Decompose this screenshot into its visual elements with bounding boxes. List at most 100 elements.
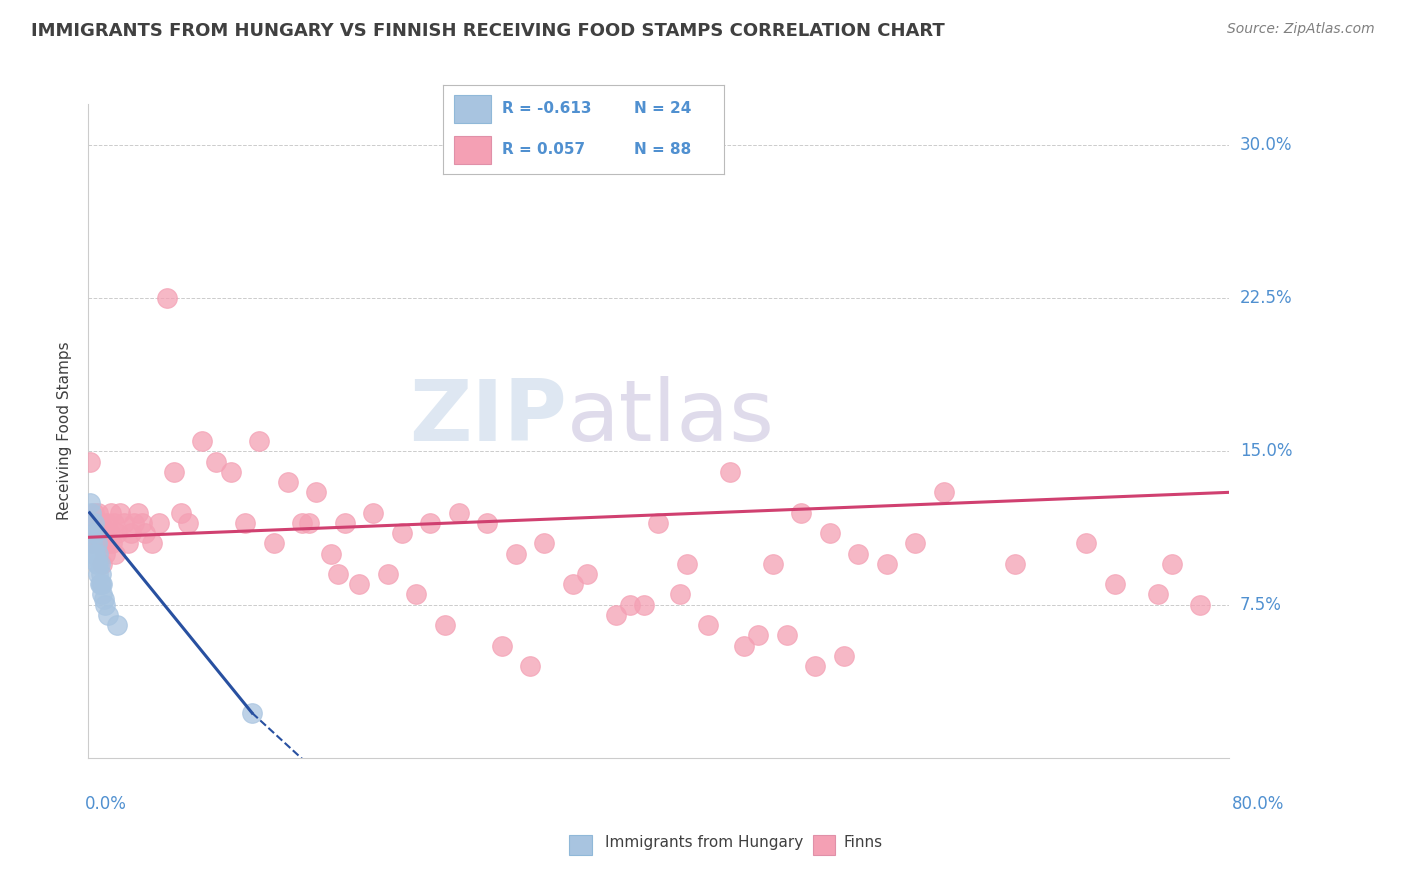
- Text: R = 0.057: R = 0.057: [502, 143, 585, 157]
- Text: Source: ZipAtlas.com: Source: ZipAtlas.com: [1227, 22, 1375, 37]
- Point: [605, 607, 627, 622]
- Point: [105, 526, 128, 541]
- Point: [83, 547, 105, 561]
- Point: [832, 648, 855, 663]
- Point: [93, 591, 115, 606]
- Point: [697, 618, 720, 632]
- Bar: [454, 136, 491, 164]
- Point: [718, 465, 741, 479]
- Point: [1004, 557, 1026, 571]
- Point: [904, 536, 927, 550]
- Point: [96, 516, 118, 530]
- Point: [240, 706, 263, 720]
- Point: [519, 659, 541, 673]
- Text: N = 88: N = 88: [634, 143, 692, 157]
- Point: [84, 526, 107, 541]
- Point: [82, 536, 104, 550]
- Point: [103, 516, 125, 530]
- Point: [298, 516, 321, 530]
- Point: [846, 547, 869, 561]
- Point: [305, 485, 328, 500]
- Bar: [454, 95, 491, 123]
- Point: [1146, 587, 1168, 601]
- Point: [105, 618, 128, 632]
- Text: ZIP: ZIP: [409, 376, 567, 459]
- Text: 80.0%: 80.0%: [1232, 795, 1284, 813]
- Point: [205, 455, 228, 469]
- Point: [447, 506, 470, 520]
- Text: Immigrants from Hungary: Immigrants from Hungary: [605, 836, 803, 850]
- Point: [93, 526, 115, 541]
- Point: [104, 547, 127, 561]
- Text: atlas: atlas: [567, 376, 775, 459]
- Text: 7.5%: 7.5%: [1240, 596, 1282, 614]
- Point: [90, 577, 112, 591]
- Text: 22.5%: 22.5%: [1240, 289, 1292, 307]
- Point: [326, 567, 349, 582]
- Point: [89, 536, 111, 550]
- Point: [669, 587, 692, 601]
- Point: [86, 557, 108, 571]
- Point: [633, 598, 655, 612]
- Point: [405, 587, 427, 601]
- Point: [233, 516, 256, 530]
- Point: [82, 536, 104, 550]
- Point: [94, 547, 117, 561]
- Point: [647, 516, 669, 530]
- Point: [122, 516, 145, 530]
- Point: [576, 567, 599, 582]
- Text: R = -0.613: R = -0.613: [502, 102, 592, 116]
- Point: [94, 598, 117, 612]
- Point: [87, 547, 110, 561]
- Text: N = 24: N = 24: [634, 102, 692, 116]
- Point: [79, 495, 101, 509]
- Point: [80, 526, 103, 541]
- Point: [86, 526, 108, 541]
- Point: [776, 628, 799, 642]
- Point: [97, 607, 120, 622]
- Y-axis label: Receiving Food Stamps: Receiving Food Stamps: [58, 342, 72, 520]
- Point: [127, 506, 149, 520]
- Point: [733, 639, 755, 653]
- Point: [86, 536, 108, 550]
- Point: [619, 598, 641, 612]
- Point: [163, 465, 186, 479]
- Point: [277, 475, 299, 490]
- Point: [79, 455, 101, 469]
- Point: [89, 557, 111, 571]
- Point: [1104, 577, 1126, 591]
- Point: [1076, 536, 1098, 550]
- Point: [91, 587, 114, 601]
- Point: [80, 506, 103, 520]
- Point: [191, 434, 214, 449]
- Point: [377, 567, 399, 582]
- Point: [533, 536, 555, 550]
- Point: [84, 516, 107, 530]
- Point: [83, 516, 105, 530]
- Point: [562, 577, 585, 591]
- Text: 15.0%: 15.0%: [1240, 442, 1292, 460]
- Point: [761, 557, 783, 571]
- Point: [87, 506, 110, 520]
- Point: [391, 526, 413, 541]
- Point: [818, 526, 841, 541]
- Point: [676, 557, 699, 571]
- Point: [291, 516, 314, 530]
- Point: [1160, 557, 1182, 571]
- Point: [747, 628, 769, 642]
- Point: [419, 516, 441, 530]
- Point: [89, 577, 111, 591]
- Point: [477, 516, 499, 530]
- Point: [177, 516, 200, 530]
- Point: [319, 547, 342, 561]
- Point: [101, 536, 124, 550]
- Point: [90, 567, 112, 582]
- Point: [90, 516, 112, 530]
- Point: [91, 557, 114, 571]
- Point: [141, 536, 163, 550]
- Point: [134, 526, 156, 541]
- Point: [120, 526, 142, 541]
- Point: [1189, 598, 1212, 612]
- Point: [100, 506, 122, 520]
- Point: [804, 659, 827, 673]
